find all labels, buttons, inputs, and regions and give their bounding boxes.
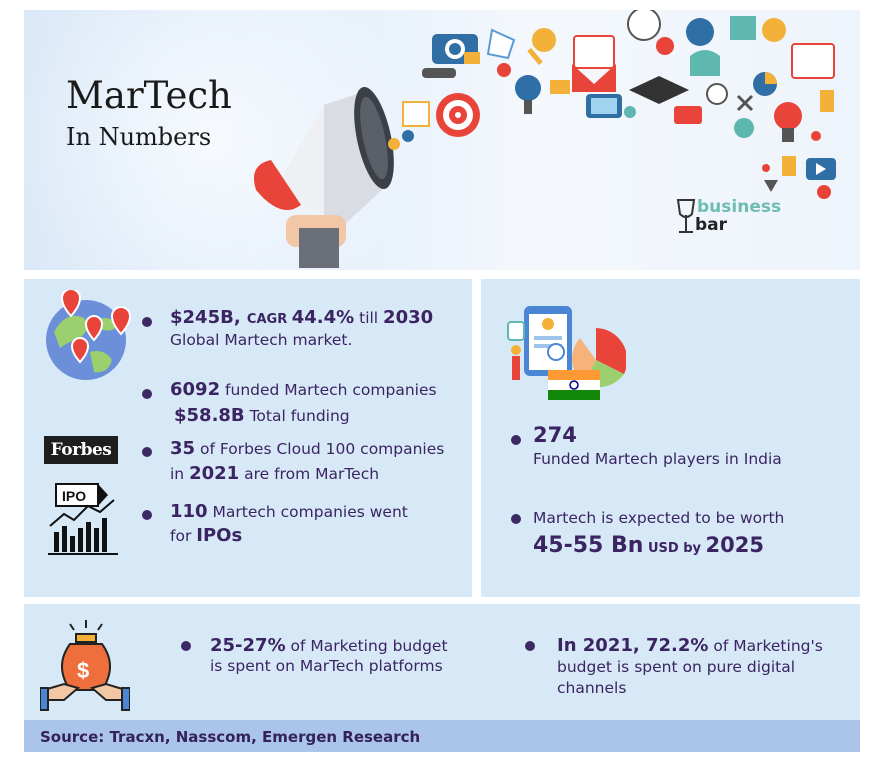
bullet-dot xyxy=(525,641,535,651)
stat-forbes-year: in 2021 are from MarTech xyxy=(170,463,380,484)
bullet-dot xyxy=(142,510,152,520)
forbes-logo: Forbes xyxy=(44,436,118,464)
source-bar: Source: Tracxn, Nasscom, Emergen Researc… xyxy=(24,720,860,752)
svg-text:$: $ xyxy=(77,658,89,683)
page-subtitle: In Numbers xyxy=(66,123,212,151)
globe-pins-icon xyxy=(46,290,132,380)
brand-line2: bar xyxy=(695,215,728,235)
bullet-dot xyxy=(142,447,152,457)
source-text: Source: Tracxn, Nasscom, Emergen Researc… xyxy=(40,728,421,746)
ipo-label: IPO xyxy=(62,488,86,504)
bullet-dot xyxy=(142,389,152,399)
stat-budget-digital-line2: budget is spent on pure digital xyxy=(557,658,796,676)
stat-global-market-label: Global Martech market. xyxy=(170,331,353,349)
stat-india-players-label: Funded Martech players in India xyxy=(533,450,782,468)
stat-forbes-cloud: 35 of Forbes Cloud 100 companies xyxy=(170,438,445,459)
marketing-icons-cluster xyxy=(388,10,836,199)
stat-ipos: 110 Martech companies went xyxy=(170,501,408,522)
budget-stats-panel xyxy=(24,604,860,720)
stat-total-funding: $58.8B Total funding xyxy=(174,405,350,426)
page-title: MarTech xyxy=(66,74,232,117)
bullet-dot xyxy=(511,514,521,524)
bullet-dot xyxy=(511,435,521,445)
bullet-dot xyxy=(181,641,191,651)
stat-budget-martech-line2: is spent on MarTech platforms xyxy=(210,657,443,675)
stat-ipos-line2: for IPOs xyxy=(170,525,243,546)
stat-budget-martech: 25-27% of Marketing budget xyxy=(210,635,448,656)
stat-funded-companies: 6092 funded Martech companies xyxy=(170,379,437,400)
stat-india-worth-label: Martech is expected to be worth xyxy=(533,509,785,527)
megaphone-icon xyxy=(253,87,394,268)
stat-budget-digital: In 2021, 72.2% of Marketing's xyxy=(557,635,823,656)
bullet-dot xyxy=(142,317,152,327)
stat-india-players-value: 274 xyxy=(533,423,577,447)
stat-budget-digital-line3: channels xyxy=(557,679,627,697)
brand-logo-icon xyxy=(676,199,696,233)
hero-banner: MarTech In Numbers business bar xyxy=(24,10,860,270)
india-dashboard-icon xyxy=(507,306,626,400)
ipo-chart-icon: IPO xyxy=(48,483,118,555)
stat-global-market: $245B, CAGR 44.4% till 2030 xyxy=(170,307,434,328)
hero-illustration xyxy=(253,10,836,268)
brand-line1: business xyxy=(697,197,782,217)
stat-india-worth-value: 45-55 Bn USD by 2025 xyxy=(533,533,764,558)
money-bag-hands-icon: $ xyxy=(40,620,130,711)
